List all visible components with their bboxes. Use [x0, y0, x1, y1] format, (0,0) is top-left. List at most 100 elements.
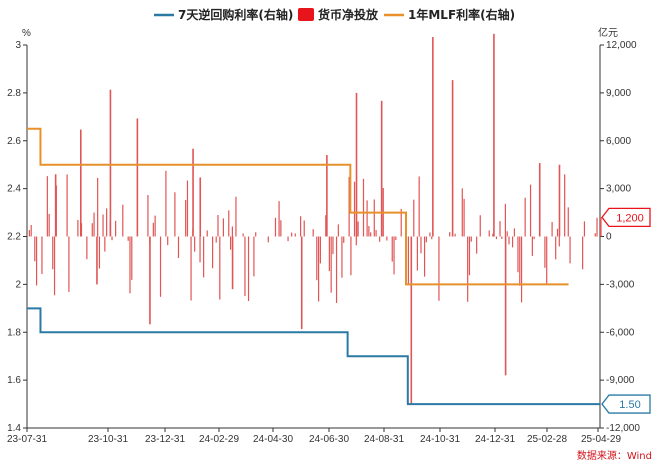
net-injection-bar [149, 236, 151, 325]
net-injection-bar [355, 236, 357, 246]
net-injection-bar [529, 184, 532, 237]
net-injection-bar [255, 232, 257, 237]
left-tick-label: 1.8 [7, 327, 21, 338]
net-injection-bar [416, 236, 418, 271]
net-injection-bar [91, 223, 93, 237]
net-injection-bar [558, 236, 560, 247]
net-injection-bar [551, 222, 553, 237]
net-injection-bar [93, 212, 95, 237]
right-tick-label: -3,000 [606, 279, 635, 290]
net-injection-bar [247, 236, 250, 302]
net-injection-bar [454, 233, 456, 237]
net-injection-bar [111, 236, 113, 241]
net-injection-bar [219, 236, 221, 300]
net-injection-bar [504, 203, 506, 237]
net-injection-bar [129, 236, 131, 294]
right-axis-ticks: 12,000 9,000 6,000 3,000 0 -3,000 -6,000 -9,000… [600, 40, 640, 434]
net-injection-bar [451, 80, 454, 237]
net-injection-bar [199, 236, 201, 263]
net-injection-bar [594, 233, 596, 237]
net-injection-bar [531, 236, 533, 256]
net-injection-bar [68, 236, 70, 292]
net-injection-bar [335, 236, 338, 303]
net-injection-bar [432, 37, 434, 237]
net-injection-bar [366, 200, 368, 237]
net-injection-bar [407, 236, 410, 286]
net-injection-bar [353, 181, 356, 237]
right-axis-unit: 亿元 [598, 26, 618, 39]
net-injection-bar [41, 236, 43, 274]
net-injection-bar [48, 213, 50, 237]
net-injection-bar [546, 236, 548, 286]
left-tick-label: 3 [15, 40, 21, 51]
net-injection-bar [253, 236, 255, 277]
left-tick-label: 2.6 [7, 136, 21, 147]
net-injection-bar [431, 236, 433, 240]
net-injection-bar [386, 236, 388, 241]
net-injection-bar [328, 236, 330, 272]
net-injection-bar [533, 236, 535, 240]
net-injection-bar [519, 236, 521, 286]
net-injection-bar [106, 208, 108, 237]
net-injection-bar [425, 236, 427, 243]
net-injection-bar [423, 236, 426, 277]
net-injection-bar [508, 236, 510, 245]
legend-swatch-net-injection [298, 8, 314, 21]
net-injection-bar [102, 214, 104, 237]
reverse-repo-rate-line [27, 307, 600, 406]
left-tick-label: 2.4 [7, 184, 21, 195]
net-injection-bar [461, 188, 463, 237]
right-tick-label: 6,000 [606, 136, 631, 147]
net-injection-bar [583, 221, 586, 237]
net-injection-bar [395, 236, 397, 240]
net-injection-bar [517, 236, 519, 273]
net-injection-bar [30, 225, 32, 237]
net-injection-bar [467, 236, 469, 302]
net-injection-bar [194, 236, 196, 252]
left-axis-unit: % [22, 28, 31, 39]
net-injection-bar [492, 233, 494, 237]
x-tick-label: 24-02-29 [199, 434, 239, 445]
net-injection-bar [46, 176, 48, 237]
net-injection-bar [511, 236, 514, 248]
net-injection-bar [330, 236, 332, 293]
net-injection-bar [504, 236, 507, 376]
legend-label-mlf: 1年MLF利率(右轴) [408, 7, 515, 22]
net-injection-bar [86, 236, 88, 260]
left-tick-label: 2.2 [7, 232, 21, 243]
net-injection-bar [357, 221, 359, 237]
net-injection-bar [278, 201, 280, 237]
legend-label-reverse-repo: 7天逆回购利率(右轴) [178, 7, 293, 22]
net-injection-bar [468, 236, 471, 276]
net-injection-bar [337, 224, 339, 237]
net-injection-bar [569, 236, 571, 264]
net-injection-bar [544, 236, 546, 268]
net-injection-bar [77, 219, 79, 237]
net-injection-bar [98, 236, 101, 269]
net-injection-bar [34, 236, 36, 262]
left-tick-label: 1.4 [7, 423, 21, 434]
net-injection-bar [564, 174, 566, 237]
net-injection-bar [567, 207, 569, 237]
net-injection-bar [300, 236, 303, 330]
net-injection-bar [410, 236, 413, 405]
net-injection-bar [174, 192, 176, 237]
net-injection-bar [190, 236, 192, 301]
net-injection-bar [131, 236, 133, 280]
net-injection-bar [206, 230, 208, 237]
right-tick-label: -12,000 [606, 423, 640, 434]
net-injection-bar [228, 210, 230, 237]
net-injection-bar [54, 174, 57, 237]
x-tick-label: 24-04-30 [253, 434, 293, 445]
net-injection-bar [326, 155, 328, 237]
net-injection-bar [242, 233, 244, 237]
net-injection-bar [429, 232, 431, 237]
x-tick-label: 24-06-30 [309, 434, 349, 445]
net-injection-bar [556, 228, 559, 237]
net-injection-bar [463, 198, 465, 237]
source-note: 数据来源：Wind [577, 449, 652, 462]
net-injection-bar [152, 222, 154, 237]
net-injection-bar [66, 174, 68, 237]
net-injection-bar [274, 217, 277, 237]
net-injection-bar [538, 163, 541, 237]
